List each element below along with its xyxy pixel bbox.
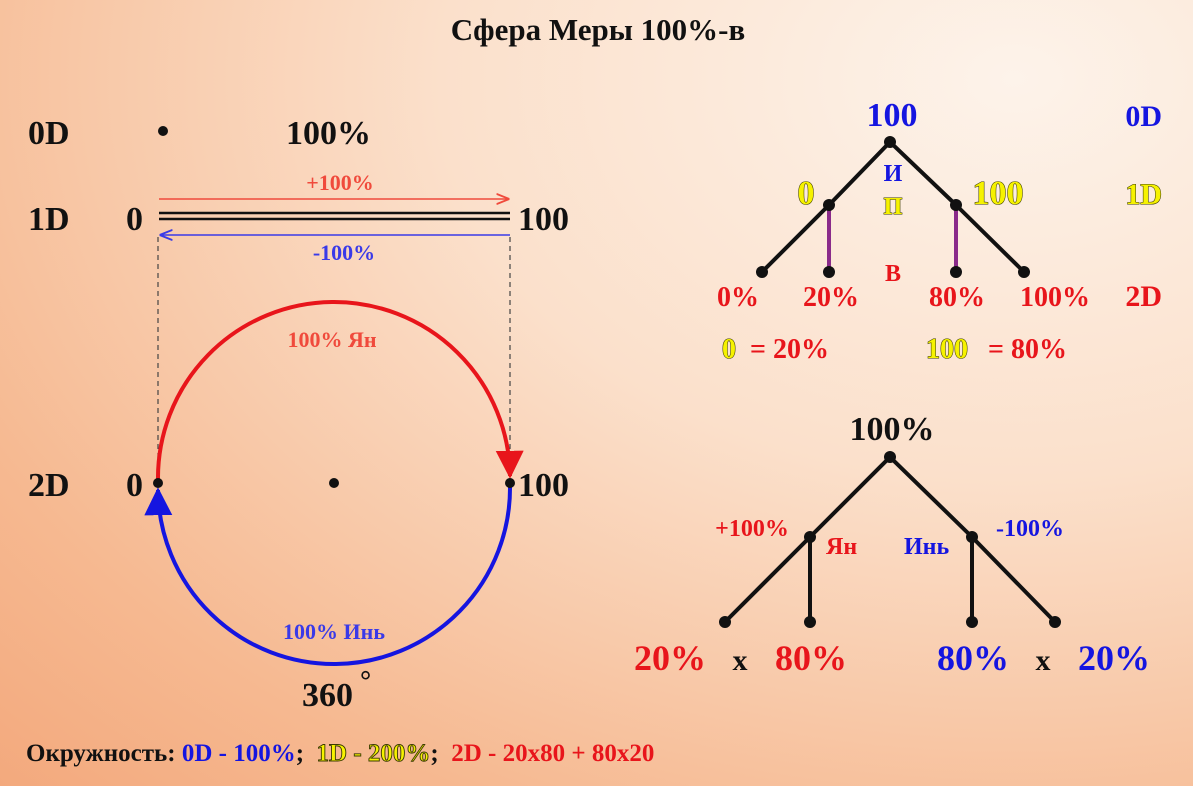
- tree2-leaf-node: [804, 616, 816, 628]
- page-title: Сфера Меры 100%-в: [451, 12, 745, 47]
- tree1-leaf-label: 80%: [929, 282, 985, 313]
- tree2-yan-label: Ян: [826, 534, 857, 560]
- tree2-right-b: 20%: [1078, 638, 1150, 678]
- eq-right-b: = 80%: [988, 334, 1067, 365]
- degree-sign: °: [360, 666, 371, 697]
- degrees-label: 360: [302, 677, 353, 714]
- circle-start-label: 0: [126, 467, 143, 504]
- tree1-edge-left-outer: [760, 203, 831, 274]
- tree2-right-node: [966, 531, 978, 543]
- tree2-minus-label: -100%: [996, 516, 1064, 542]
- tree1-dim-1d: 1D: [1125, 178, 1162, 211]
- footer-caption: Окружность: 0D - 100%; 1D - 200%; 2D - 2…: [26, 740, 654, 768]
- tree1-edge-root-right: [888, 140, 958, 207]
- tree1-root-node: [884, 136, 896, 148]
- tree2-leaf-node: [1049, 616, 1061, 628]
- tree2-edge-left-outer: [723, 535, 812, 624]
- tree1-right-node-label: 100: [973, 175, 1024, 212]
- tree2-left-x: x: [733, 644, 748, 677]
- circle-end-label: 100: [518, 467, 569, 504]
- dim-1d-label: 1D: [28, 201, 70, 238]
- tree1-leaf-label: 20%: [803, 282, 859, 313]
- line-start-label: 0: [126, 201, 143, 238]
- tree2-plus-label: +100%: [715, 516, 789, 542]
- tree1-edge-right-outer: [954, 203, 1026, 274]
- minus-100-label: -100%: [313, 240, 375, 265]
- tree2-left-a: 20%: [634, 638, 706, 678]
- footer-part-2d: 2D - 20x80 + 80x20: [451, 740, 655, 767]
- tree2-edge-right-outer: [970, 535, 1057, 624]
- footer-separator: ;: [430, 740, 439, 767]
- tree2-left-node: [804, 531, 816, 543]
- yan-arc: [155, 300, 524, 481]
- footer-part-0d: 0D - 100%: [181, 740, 296, 767]
- circle-start-point: [153, 478, 163, 488]
- point-0d: [158, 126, 168, 136]
- footer-separator: ;: [295, 740, 305, 767]
- value-0d: 100%: [286, 115, 371, 152]
- tree2-leaf-node: [966, 616, 978, 628]
- tree1-ili-letter-3: В: [885, 261, 901, 287]
- tree2-leaf-node: [719, 616, 731, 628]
- footer-part-1d: 1D - 200%: [316, 740, 431, 768]
- tree1-ili-letter-1: И: [884, 161, 903, 187]
- tree2-edge-root-left: [808, 455, 892, 539]
- tree1-leaf-node: [823, 266, 835, 278]
- tree2-right-a: 80%: [937, 638, 1009, 678]
- tree2-root-node: [884, 451, 896, 463]
- tree1-left-node-label: 0: [798, 175, 815, 212]
- tree1-edge-root-left: [827, 140, 892, 207]
- tree1-ili-letter-2: П: [884, 194, 903, 220]
- eq-left-b: = 20%: [750, 334, 829, 365]
- plus-100-label: +100%: [306, 170, 374, 195]
- tree1-leaf-label: 100%: [1020, 282, 1090, 313]
- tree2-root-label: 100%: [850, 411, 935, 448]
- tree2-yin-label: Инь: [904, 534, 949, 560]
- footer-label: Окружность:: [26, 740, 176, 767]
- circle-center-point: [329, 478, 339, 488]
- tree1-leaf-node: [756, 266, 768, 278]
- eq-right-a: 100: [926, 334, 968, 365]
- tree1-root-label: 100: [867, 97, 918, 134]
- yin-arc-label: 100% Инь: [283, 619, 385, 644]
- tree1-right-node: [950, 199, 962, 211]
- circle-end-point: [505, 478, 515, 488]
- tree2-edge-root-right: [888, 455, 974, 539]
- tree1-leaf-label: 0%: [717, 282, 759, 313]
- tree1-dim-2d: 2D: [1125, 280, 1162, 313]
- yan-arc-label: 100% Ян: [287, 327, 376, 352]
- yin-arc: [144, 485, 513, 666]
- tree1-leaf-node: [1018, 266, 1030, 278]
- eq-left-a: 0: [722, 334, 736, 365]
- tree1-leaf-node: [950, 266, 962, 278]
- tree1-left-node: [823, 199, 835, 211]
- dim-2d-label: 2D: [28, 467, 70, 504]
- dim-0d-label: 0D: [28, 115, 70, 152]
- tree2-left-b: 80%: [775, 638, 847, 678]
- tree1-dim-0d: 0D: [1125, 100, 1162, 133]
- tree2-right-x: x: [1036, 644, 1051, 677]
- line-end-label: 100: [518, 201, 569, 238]
